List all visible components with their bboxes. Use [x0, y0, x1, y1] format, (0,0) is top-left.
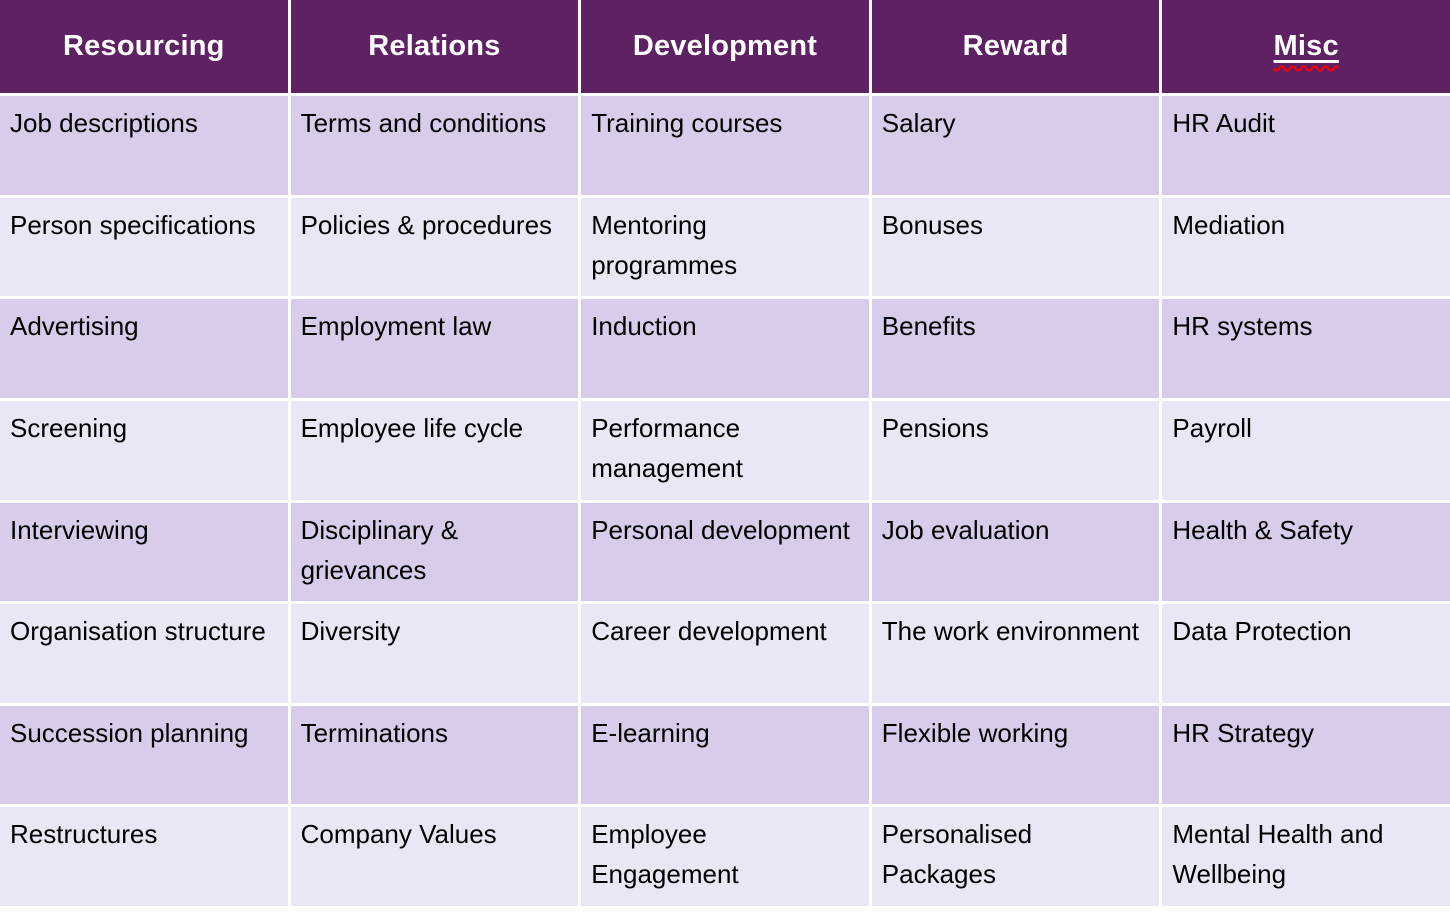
table-cell: Terms and conditions [290, 96, 579, 195]
table-cell: Diversity [290, 604, 579, 703]
table-cell: Personalised Packages [871, 807, 1160, 906]
table-cell: Restructures [0, 807, 288, 906]
table-cell: Disciplinary & grievances [290, 502, 579, 602]
table-cell: Pensions [871, 400, 1160, 500]
column-header-relations: Relations [290, 0, 579, 93]
table-cell: Data Protection [1162, 604, 1450, 703]
table-cell: Terminations [290, 705, 579, 805]
table-cell: Career development [581, 604, 869, 703]
column-header-misc: Misc [1162, 0, 1450, 93]
table-cell: Salary [871, 96, 1160, 195]
table-cell: Organisation structure [0, 604, 288, 703]
column-header-reward: Reward [871, 0, 1160, 93]
misc-underline: Misc [1274, 30, 1339, 63]
table-cell: Mental Health and Wellbeing [1162, 807, 1450, 906]
table-cell: Payroll [1162, 400, 1450, 500]
table-cell: Mediation [1162, 197, 1450, 297]
table-cell: Benefits [871, 299, 1160, 398]
column-header-resourcing: Resourcing [0, 0, 288, 93]
table-cell: Screening [0, 400, 288, 500]
table-cell: Job evaluation [871, 502, 1160, 602]
column-header-development: Development [581, 0, 869, 93]
table-cell: E-learning [581, 705, 869, 805]
table-cell: The work environment [871, 604, 1160, 703]
table-cell: Employee life cycle [290, 400, 579, 500]
table-cell: Advertising [0, 299, 288, 398]
misc-spellcheck-underline: Misc [1273, 30, 1339, 62]
table-cell: Policies & procedures [290, 197, 579, 297]
table-cell: Bonuses [871, 197, 1160, 297]
table-cell: Job descriptions [0, 96, 288, 195]
table-cell: Induction [581, 299, 869, 398]
table-cell: Employee Engagement [581, 807, 869, 906]
table-cell: Company Values [290, 807, 579, 906]
table-cell: HR systems [1162, 299, 1450, 398]
table-cell: Succession planning [0, 705, 288, 805]
table-cell: Training courses [581, 96, 869, 195]
table-cell: Person specifications [0, 197, 288, 297]
table-cell: Health & Safety [1162, 502, 1450, 602]
table-cell: Personal development [581, 502, 869, 602]
table-cell: HR Strategy [1162, 705, 1450, 805]
table-cell: Interviewing [0, 502, 288, 602]
table-cell: Employment law [290, 299, 579, 398]
table-cell: Performance management [581, 400, 869, 500]
table-cell: Mentoring programmes [581, 197, 869, 297]
table-cell: Flexible working [871, 705, 1160, 805]
table-cell: HR Audit [1162, 96, 1450, 195]
